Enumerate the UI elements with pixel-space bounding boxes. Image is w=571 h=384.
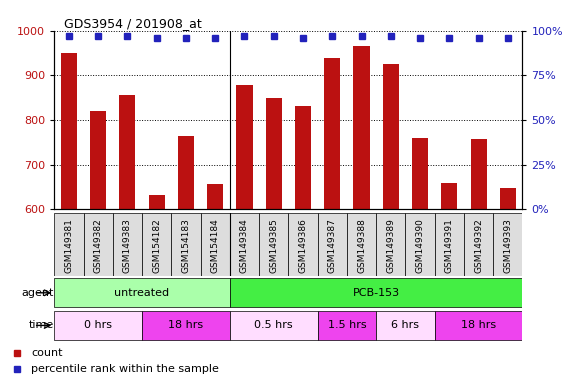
Text: GSM149381: GSM149381 xyxy=(65,218,74,273)
Text: 0 hrs: 0 hrs xyxy=(84,320,112,331)
Bar xyxy=(61,53,77,209)
Text: 6 hrs: 6 hrs xyxy=(391,320,420,331)
FancyBboxPatch shape xyxy=(435,213,464,276)
FancyBboxPatch shape xyxy=(317,311,376,340)
FancyBboxPatch shape xyxy=(113,213,142,276)
FancyBboxPatch shape xyxy=(347,213,376,276)
Text: GSM154183: GSM154183 xyxy=(182,218,191,273)
Text: GSM154182: GSM154182 xyxy=(152,218,161,273)
FancyBboxPatch shape xyxy=(54,278,230,308)
FancyBboxPatch shape xyxy=(83,213,113,276)
FancyBboxPatch shape xyxy=(142,213,171,276)
Text: time: time xyxy=(29,320,54,331)
Text: count: count xyxy=(31,348,63,358)
Bar xyxy=(412,138,428,209)
Bar xyxy=(324,58,340,209)
FancyBboxPatch shape xyxy=(54,311,142,340)
Text: GSM149390: GSM149390 xyxy=(416,218,425,273)
Text: GSM149382: GSM149382 xyxy=(94,218,103,273)
Text: GSM154184: GSM154184 xyxy=(211,218,220,273)
Bar xyxy=(353,46,369,209)
Bar xyxy=(119,96,135,209)
Text: 1.5 hrs: 1.5 hrs xyxy=(328,320,366,331)
FancyBboxPatch shape xyxy=(493,213,522,276)
Text: GSM149385: GSM149385 xyxy=(269,218,278,273)
Bar xyxy=(441,184,457,209)
Text: GSM149393: GSM149393 xyxy=(503,218,512,273)
Bar xyxy=(178,136,194,209)
Text: agent: agent xyxy=(22,288,54,298)
Text: GSM149383: GSM149383 xyxy=(123,218,132,273)
Bar xyxy=(295,106,311,209)
FancyBboxPatch shape xyxy=(200,213,230,276)
Text: GDS3954 / 201908_at: GDS3954 / 201908_at xyxy=(63,17,202,30)
Bar xyxy=(207,184,223,209)
Text: GSM149391: GSM149391 xyxy=(445,218,454,273)
Bar xyxy=(236,85,252,209)
Bar xyxy=(148,195,164,209)
Text: GSM149389: GSM149389 xyxy=(386,218,395,273)
Text: GSM149392: GSM149392 xyxy=(474,218,483,273)
Bar xyxy=(90,111,106,209)
FancyBboxPatch shape xyxy=(376,311,435,340)
FancyBboxPatch shape xyxy=(317,213,347,276)
FancyBboxPatch shape xyxy=(435,311,522,340)
Bar xyxy=(266,98,282,209)
FancyBboxPatch shape xyxy=(376,213,405,276)
FancyBboxPatch shape xyxy=(464,213,493,276)
Text: PCB-153: PCB-153 xyxy=(352,288,400,298)
Bar xyxy=(500,188,516,209)
FancyBboxPatch shape xyxy=(288,213,317,276)
FancyBboxPatch shape xyxy=(230,278,522,308)
FancyBboxPatch shape xyxy=(171,213,200,276)
FancyBboxPatch shape xyxy=(54,213,83,276)
Text: GSM149386: GSM149386 xyxy=(299,218,308,273)
Text: percentile rank within the sample: percentile rank within the sample xyxy=(31,364,219,374)
Text: 0.5 hrs: 0.5 hrs xyxy=(255,320,293,331)
Text: GSM149384: GSM149384 xyxy=(240,218,249,273)
FancyBboxPatch shape xyxy=(230,213,259,276)
FancyBboxPatch shape xyxy=(230,311,317,340)
FancyBboxPatch shape xyxy=(142,311,230,340)
Text: 18 hrs: 18 hrs xyxy=(461,320,496,331)
Text: GSM149388: GSM149388 xyxy=(357,218,366,273)
Bar xyxy=(383,64,399,209)
Text: GSM149387: GSM149387 xyxy=(328,218,337,273)
Text: untreated: untreated xyxy=(114,288,170,298)
Text: 18 hrs: 18 hrs xyxy=(168,320,203,331)
FancyBboxPatch shape xyxy=(259,213,288,276)
FancyBboxPatch shape xyxy=(405,213,435,276)
Bar xyxy=(471,139,486,209)
